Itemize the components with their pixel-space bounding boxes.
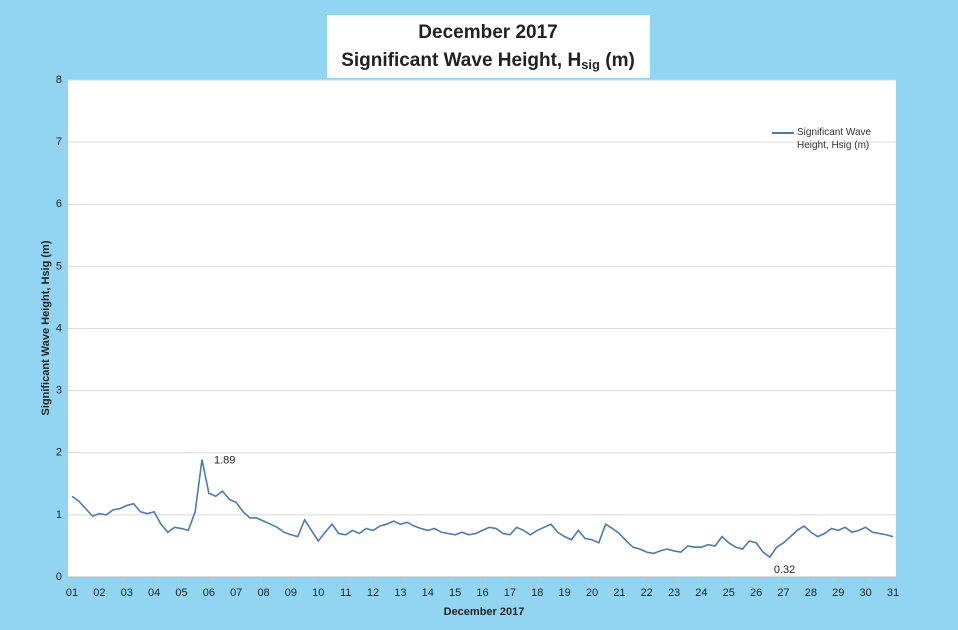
x-tick-label: 21 <box>613 587 625 599</box>
x-tick-label: 13 <box>394 587 406 599</box>
y-tick-label: 3 <box>56 385 62 397</box>
y-axis-label: Significant Wave Height, Hsig (m) <box>40 240 52 415</box>
annotation: 1.89 <box>214 454 235 466</box>
legend-swatch <box>772 132 794 134</box>
y-tick-label: 8 <box>56 74 62 86</box>
x-tick-label: 18 <box>531 587 543 599</box>
x-tick-label: 06 <box>203 587 215 599</box>
chart-subtitle: Significant Wave Height, Hsig (m) <box>341 50 635 72</box>
x-tick-label: 22 <box>641 587 653 599</box>
x-tick-label: 31 <box>887 587 899 599</box>
x-tick-label: 03 <box>121 587 133 599</box>
x-tick-label: 24 <box>695 587 707 599</box>
x-tick-label: 10 <box>312 587 324 599</box>
title-box <box>327 15 650 78</box>
y-tick-label: 6 <box>56 198 62 210</box>
x-tick-label: 07 <box>230 587 242 599</box>
x-tick-label: 15 <box>449 587 461 599</box>
y-tick-label: 5 <box>56 260 62 272</box>
y-tick-label: 1 <box>56 509 62 521</box>
x-tick-label: 01 <box>66 587 78 599</box>
x-tick-label: 09 <box>285 587 297 599</box>
x-tick-label: 30 <box>860 587 872 599</box>
subtitle-sub: sig <box>581 57 600 72</box>
data-line <box>71 459 894 559</box>
y-tick-label: 0 <box>56 571 62 583</box>
x-tick-label: 29 <box>832 587 844 599</box>
x-tick-label: 02 <box>93 587 105 599</box>
y-tick-label: 7 <box>56 136 62 148</box>
x-tick-label: 19 <box>558 587 570 599</box>
x-axis-label: December 2017 <box>444 606 525 618</box>
chart-title: December 2017 <box>418 22 557 43</box>
legend: Significant Wave Height, Hsig (m) <box>772 126 902 152</box>
x-tick-label: 23 <box>668 587 680 599</box>
legend-label: Significant Wave Height, Hsig (m) <box>797 127 872 151</box>
subtitle-unit: (m) <box>600 50 635 71</box>
x-tick-label: 16 <box>476 587 488 599</box>
subtitle-main: Significant Wave Height, H <box>341 50 581 71</box>
x-tick-label: 11 <box>340 587 351 599</box>
x-tick-label: 27 <box>777 587 789 599</box>
x-tick-label: 05 <box>175 587 187 599</box>
y-tick-label: 2 <box>56 447 62 459</box>
y-tick-label: 4 <box>56 322 62 334</box>
x-tick-label: 26 <box>750 587 762 599</box>
x-tick-label: 14 <box>422 587 434 599</box>
x-tick-label: 25 <box>723 587 735 599</box>
annotation: 0.32 <box>774 564 795 576</box>
x-tick-label: 12 <box>367 587 379 599</box>
x-tick-label: 28 <box>805 587 817 599</box>
x-tick-label: 08 <box>257 587 269 599</box>
x-tick-label: 20 <box>586 587 598 599</box>
x-tick-label: 04 <box>148 587 160 599</box>
x-tick-label: 17 <box>504 587 516 599</box>
